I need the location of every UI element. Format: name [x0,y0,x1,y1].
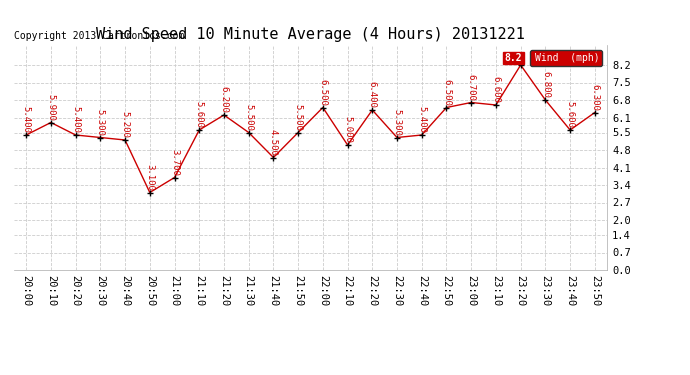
Text: 5.400: 5.400 [21,106,30,133]
Text: 5.400: 5.400 [71,106,80,133]
Text: 6.800: 6.800 [541,71,550,98]
Text: 3.100: 3.100 [146,164,155,190]
Text: 8.2: 8.2 [504,53,522,63]
Text: 5.900: 5.900 [46,94,55,120]
Text: 5.600: 5.600 [195,101,204,128]
Text: 6.700: 6.700 [466,74,475,100]
Text: 5.500: 5.500 [294,104,303,130]
Text: 6.600: 6.600 [491,76,500,103]
Text: 5.600: 5.600 [566,101,575,128]
Text: 5.300: 5.300 [393,109,402,135]
Text: 5.000: 5.000 [343,116,352,143]
Text: 6.500: 6.500 [442,79,451,105]
Text: Copyright 2013 Cartronics.com: Copyright 2013 Cartronics.com [14,32,184,41]
Text: 6.300: 6.300 [591,84,600,111]
Text: 3.700: 3.700 [170,148,179,176]
Title: Wind Speed 10 Minute Average (4 Hours) 20131221: Wind Speed 10 Minute Average (4 Hours) 2… [96,27,525,42]
Text: 5.400: 5.400 [417,106,426,133]
Text: 5.200: 5.200 [121,111,130,138]
Text: 4.500: 4.500 [269,129,278,156]
Legend: Wind  (mph): Wind (mph) [530,50,602,66]
Text: 6.400: 6.400 [368,81,377,108]
Text: 5.300: 5.300 [96,109,105,135]
Text: 5.500: 5.500 [244,104,253,130]
Text: 6.500: 6.500 [318,79,327,105]
Text: 6.200: 6.200 [219,86,228,113]
